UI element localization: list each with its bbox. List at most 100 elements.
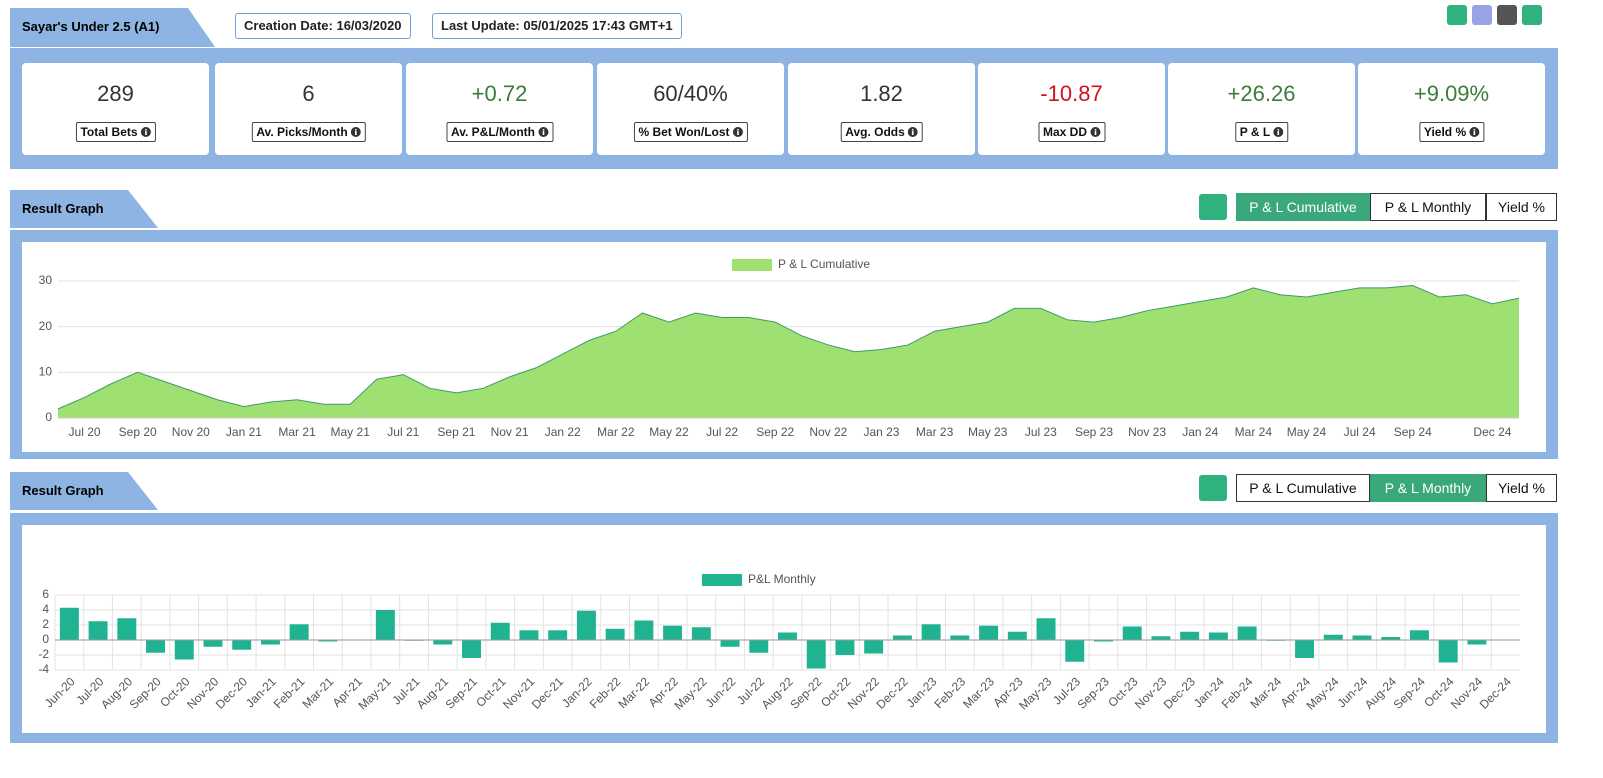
x-tick-label: Sep-22: [787, 674, 824, 711]
bar: [1467, 640, 1487, 645]
area-fill: [58, 285, 1519, 418]
bar: [634, 620, 654, 640]
x-tick-label: May 23: [968, 425, 1008, 439]
bar: [146, 640, 166, 653]
x-tick-label: May-23: [1016, 674, 1054, 712]
x-tick-label: Mar 21: [278, 425, 316, 439]
bar: [203, 640, 223, 647]
chart: -4-20246Jun-20Jul-20Aug-20Sep-20Oct-20No…: [22, 525, 1546, 733]
stat-card: +9.09% Yield %: [1358, 63, 1545, 155]
x-tick-label: Sep 20: [119, 425, 157, 439]
section-title: Result Graph: [22, 483, 104, 498]
info-icon[interactable]: [1090, 127, 1101, 137]
info-icon[interactable]: [538, 127, 548, 137]
x-tick-label: Mar-23: [960, 674, 997, 711]
info-icon[interactable]: [1469, 127, 1480, 137]
stat-value: -10.87: [1040, 81, 1103, 106]
creation-date: Creation Date: 16/03/2020: [235, 13, 411, 39]
stat-label: Av. Picks/Month: [251, 122, 366, 142]
bar: [835, 640, 855, 655]
info-icon[interactable]: [907, 127, 918, 137]
bar: [318, 640, 338, 642]
x-tick-label: Nov 20: [172, 425, 210, 439]
stat-card: +0.72 Av. P&L/Month: [406, 63, 593, 155]
x-tick-label: Sep-21: [443, 674, 480, 711]
download-icon[interactable]: [1522, 5, 1542, 25]
x-tick-label: Mar 23: [916, 425, 954, 439]
x-tick-label: Sep-23: [1075, 674, 1112, 711]
legend-label: P&L Monthly: [748, 572, 816, 586]
toggle-icon[interactable]: [1472, 5, 1492, 25]
stat-value: 60/40%: [653, 81, 728, 106]
x-tick-label: Feb-23: [931, 674, 968, 711]
x-tick-label: Nov 21: [491, 425, 529, 439]
x-tick-label: Jul 21: [387, 425, 419, 439]
y-tick-label: -4: [38, 662, 49, 676]
x-tick-label: Mar-22: [615, 674, 652, 711]
stat-value: 6: [302, 81, 315, 106]
bar: [490, 622, 510, 640]
stat-value: +26.26: [1227, 81, 1296, 106]
tab-button[interactable]: Yield %: [1486, 193, 1557, 221]
bar: [663, 625, 683, 640]
toggle-icon[interactable]: [1447, 5, 1467, 25]
tab-button[interactable]: P & L Monthly: [1370, 474, 1486, 502]
x-tick-label: May-21: [356, 674, 394, 712]
x-tick-label: Feb-24: [1219, 674, 1256, 711]
stat-value: +9.09%: [1413, 81, 1490, 106]
x-tick-label: Dec 24: [1473, 425, 1511, 439]
bar: [1180, 631, 1200, 640]
bar: [605, 628, 625, 640]
x-tick-label: May 22: [649, 425, 689, 439]
x-tick-label: Jun-20: [42, 674, 78, 710]
bar: [519, 630, 539, 640]
bar: [720, 640, 740, 647]
bar: [892, 635, 912, 640]
stat-label: Max DD: [1037, 122, 1106, 142]
title-tab: [10, 8, 215, 47]
x-tick-label: May 21: [331, 425, 371, 439]
x-tick-label: Jul 23: [1025, 425, 1057, 439]
info-icon[interactable]: [140, 127, 151, 137]
stat-card: +26.26 P & L: [1168, 63, 1355, 155]
x-tick-label: Jul 20: [69, 425, 101, 439]
x-tick-label: Dec-21: [529, 674, 566, 711]
x-tick-label: May-22: [671, 674, 709, 712]
area-line: [57, 285, 1520, 410]
stat-value: 1.82: [860, 81, 903, 106]
stat-card: 60/40% % Bet Won/Lost: [597, 63, 784, 155]
tab-button[interactable]: P & L Cumulative: [1236, 474, 1370, 502]
info-icon[interactable]: [732, 127, 743, 137]
x-tick-label: Sep-24: [1391, 674, 1428, 711]
bar: [1323, 634, 1343, 640]
bar: [548, 630, 568, 640]
y-tick-label: 4: [42, 602, 49, 616]
x-tick-label: Sep 22: [756, 425, 794, 439]
y-tick-label: 2: [42, 617, 49, 631]
bar: [59, 607, 79, 640]
download-button[interactable]: [1199, 194, 1227, 220]
info-icon[interactable]: [350, 127, 361, 137]
chart: 0 10 20 30 Jul 20 Sep 20 Nov 20 Jan 21 Mar 21 May…: [22, 242, 1546, 452]
y-tick-label: 20: [39, 319, 53, 333]
bar: [1352, 635, 1372, 640]
x-tick-label: Mar-21: [299, 674, 336, 711]
x-tick-label: Jan 23: [863, 425, 899, 439]
stat-card: -10.87 Max DD: [978, 63, 1165, 155]
x-tick-label: May-24: [1303, 674, 1341, 712]
tab-button[interactable]: P & L Monthly: [1370, 193, 1486, 221]
download-button[interactable]: [1199, 475, 1227, 501]
y-tick-label: 10: [39, 365, 53, 379]
bar: [117, 618, 137, 640]
bar: [289, 624, 309, 640]
y-tick-label: 30: [39, 273, 53, 287]
stat-label-text: Av. P&L/Month: [451, 125, 535, 139]
tab-button[interactable]: P & L Cumulative: [1236, 193, 1370, 221]
copy-icon[interactable]: [1497, 5, 1517, 25]
y-tick-label: -2: [38, 647, 49, 661]
tab-button[interactable]: Yield %: [1486, 474, 1557, 502]
stat-label: Total Bets: [75, 122, 156, 142]
info-icon[interactable]: [1273, 127, 1284, 137]
x-tick-label: Dec-20: [213, 674, 250, 711]
bar: [864, 640, 884, 654]
